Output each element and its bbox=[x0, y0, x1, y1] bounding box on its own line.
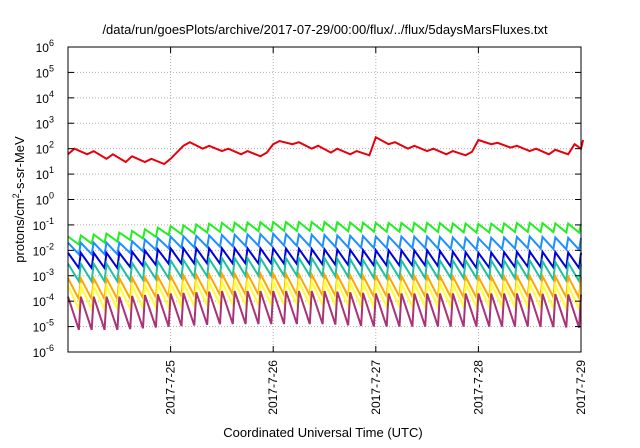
y-tick-label: 103 bbox=[36, 114, 54, 131]
x-tick-label: 2017-7-25 bbox=[164, 360, 178, 415]
y-tick-label: 10-6 bbox=[33, 343, 54, 360]
y-tick-exponent: 0 bbox=[49, 191, 54, 201]
y-tick-label: 106 bbox=[36, 38, 54, 55]
y-tick-label: 10-3 bbox=[33, 267, 54, 284]
y-tick-exponent: 1 bbox=[49, 165, 54, 175]
y-axis-label: protons/cm2-s-sr-MeV bbox=[11, 136, 27, 263]
y-tick-exponent: -2 bbox=[46, 241, 54, 251]
y-tick-exponent: -4 bbox=[46, 292, 54, 302]
x-tick-label: 2017-7-27 bbox=[369, 360, 383, 415]
series-line-4 bbox=[67, 245, 582, 271]
series-line-5 bbox=[67, 254, 582, 285]
x-axis-label: Coordinated Universal Time (UTC) bbox=[223, 425, 422, 440]
y-tick-label: 104 bbox=[36, 89, 54, 106]
y-tick-exponent: 6 bbox=[49, 38, 54, 48]
chart-title: /data/run/goesPlots/archive/2017-07-29/0… bbox=[102, 22, 548, 37]
y-tick-label: 10-1 bbox=[33, 216, 54, 233]
y-tick-exponent: 5 bbox=[49, 63, 54, 73]
x-tick-label: 2017-7-26 bbox=[266, 360, 280, 415]
y-tick-exponent: 2 bbox=[49, 140, 54, 150]
y-tick-exponent: 3 bbox=[49, 114, 54, 124]
y-tick-label: 105 bbox=[36, 63, 54, 80]
x-tick-label: 2017-7-28 bbox=[471, 360, 485, 415]
y-tick-label: 10-4 bbox=[33, 292, 54, 309]
y-tick-label: 10-2 bbox=[33, 241, 54, 258]
x-tick-label: 2017-7-29 bbox=[574, 360, 588, 415]
y-axis-label-rest: -s-sr-MeV bbox=[12, 136, 27, 193]
y-tick-exponent: 4 bbox=[49, 89, 54, 99]
y-tick-exponent: -5 bbox=[46, 318, 54, 328]
series-line-8 bbox=[67, 290, 582, 331]
y-axis-label-sup: 2 bbox=[11, 193, 21, 198]
y-tick-label: 10-5 bbox=[33, 318, 54, 335]
y-tick-exponent: -1 bbox=[46, 216, 54, 226]
series-line-3 bbox=[67, 231, 582, 257]
y-tick-label: 101 bbox=[36, 165, 54, 182]
series-line-1 bbox=[67, 135, 585, 166]
y-tick-exponent: -3 bbox=[46, 267, 54, 277]
y-tick-label: 100 bbox=[36, 191, 54, 208]
series-line-2 bbox=[67, 220, 582, 247]
axis-ticks: 2017-7-25 2017-7-26 2017-7-27 2017-7-28 2017… bbox=[33, 38, 588, 415]
y-tick-exponent: -6 bbox=[46, 343, 54, 353]
series-layer bbox=[67, 135, 585, 331]
y-axis-label-base: protons/cm bbox=[12, 198, 27, 262]
y-tick-label: 102 bbox=[36, 140, 54, 157]
